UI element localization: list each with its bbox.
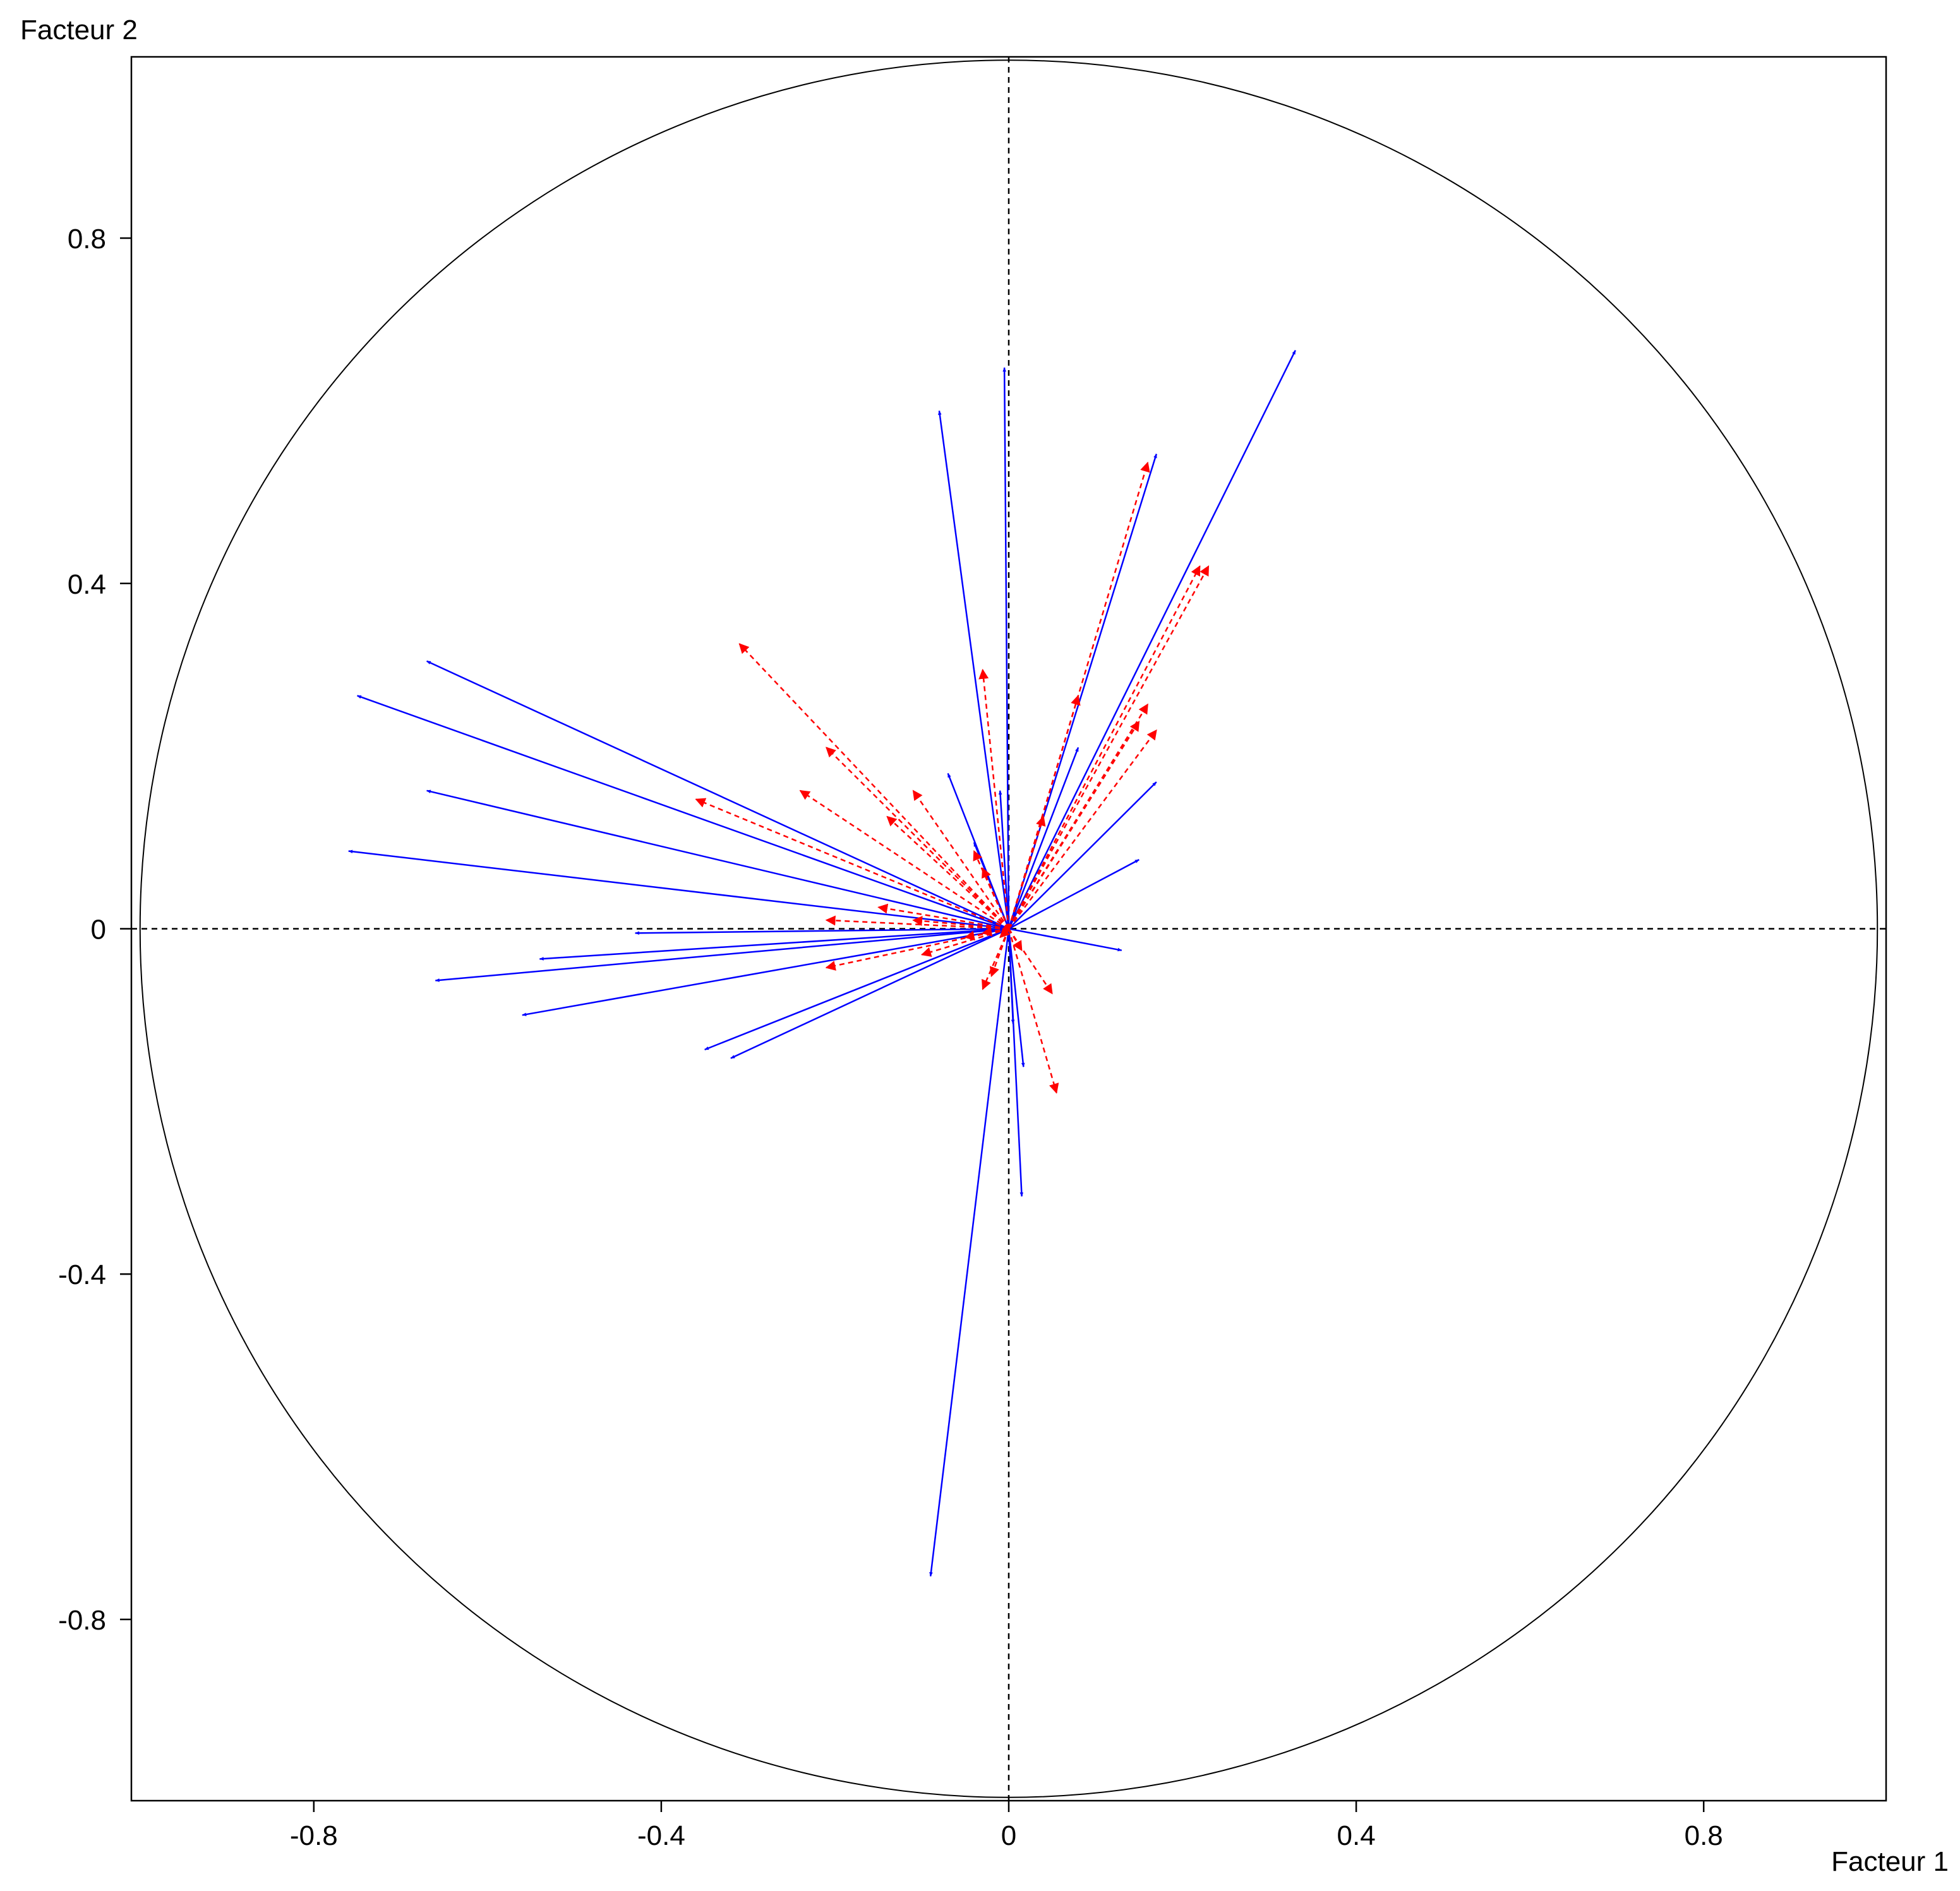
x-axis-label: Facteur 1 <box>1831 1846 1949 1877</box>
blue-solid-arrow <box>1008 928 1122 952</box>
blue-solid-arrow <box>1007 350 1296 930</box>
red-dashed-arrow <box>978 668 1010 929</box>
blue-solid-arrow <box>1008 859 1139 930</box>
blue-solid-arrow <box>426 789 1009 930</box>
series-solid-blue <box>348 350 1296 1577</box>
series-dashed-red <box>695 461 1210 1094</box>
blue-solid-arrow <box>356 695 1009 930</box>
blue-solid-arrow <box>435 928 1009 982</box>
y-tick-label: 0 <box>91 915 106 946</box>
red-dashed-arrow <box>912 916 1009 930</box>
x-tick-label: -0.8 <box>290 1820 338 1851</box>
red-dashed-arrow <box>886 815 1009 930</box>
red-dashed-arrow <box>826 747 1009 930</box>
x-tick-label: 0 <box>1001 1820 1016 1851</box>
red-dashed-arrow <box>920 928 1009 958</box>
red-dashed-arrow <box>1007 565 1210 930</box>
red-dashed-arrow <box>877 903 1009 930</box>
blue-solid-arrow <box>1008 781 1157 930</box>
blue-solid-arrow <box>1007 928 1025 1067</box>
red-dashed-arrow <box>982 867 1010 929</box>
blue-solid-arrow <box>634 928 1009 935</box>
red-dashed-arrow <box>1007 721 1140 930</box>
blue-solid-arrow <box>426 660 1009 930</box>
red-dashed-arrow <box>1007 815 1046 929</box>
x-tick-label: 0.4 <box>1337 1820 1376 1851</box>
y-axis-label: Facteur 2 <box>20 15 138 45</box>
blue-solid-arrow <box>1007 928 1015 1024</box>
red-dashed-arrow <box>1007 565 1201 930</box>
blue-solid-arrow <box>1002 367 1010 929</box>
y-tick-label: 0.4 <box>68 569 106 600</box>
red-dashed-arrow <box>695 798 1009 930</box>
red-dashed-arrow <box>1007 928 1023 952</box>
blue-solid-arrow <box>998 790 1010 929</box>
y-tick-label: -0.8 <box>58 1605 106 1636</box>
blue-solid-arrow <box>929 928 1010 1577</box>
red-dashed-arrow <box>799 789 1009 930</box>
x-axis-ticks: -0.8 -0.4 0 0.4 0.8 <box>290 1801 1723 1851</box>
blue-solid-arrow <box>348 849 1009 930</box>
blue-solid-arrow <box>1007 747 1079 929</box>
blue-solid-arrow <box>730 928 1009 1059</box>
red-dashed-arrow <box>912 789 1010 930</box>
red-dashed-arrow <box>973 850 1010 930</box>
y-axis-ticks: 0.8 0.4 0 -0.4 -0.8 <box>58 224 131 1636</box>
x-tick-label: -0.4 <box>637 1820 685 1851</box>
red-dashed-arrow <box>738 643 1009 930</box>
blue-solid-arrow <box>938 410 1010 929</box>
red-dashed-arrow <box>1007 928 1059 1094</box>
blue-solid-arrow <box>522 928 1009 1016</box>
y-tick-label: -0.4 <box>58 1259 106 1290</box>
red-dashed-arrow <box>1007 729 1157 930</box>
y-tick-label: 0.8 <box>68 224 106 255</box>
red-dashed-arrow <box>999 927 1011 939</box>
blue-solid-arrow <box>704 928 1009 1051</box>
blue-solid-arrow <box>539 928 1009 961</box>
x-tick-label: 0.8 <box>1685 1820 1723 1851</box>
